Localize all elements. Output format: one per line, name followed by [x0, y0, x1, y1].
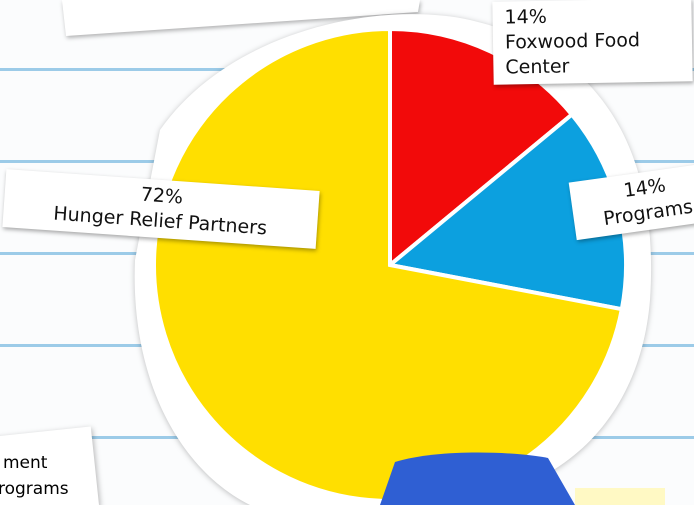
category-label: Foxwood Food Center — [504, 29, 641, 79]
paper-note — [0, 426, 100, 505]
sticky-note — [575, 488, 665, 505]
paper-blob — [380, 452, 575, 505]
pie-slice — [388, 26, 575, 270]
pie-slice — [152, 26, 625, 503]
annotation: ment — [3, 453, 48, 473]
value-label: 14% — [504, 5, 547, 29]
slice-label: 14% Foxwood Food Center — [492, 0, 693, 85]
annotation: rograms — [0, 479, 69, 499]
paper-note — [62, 0, 420, 36]
